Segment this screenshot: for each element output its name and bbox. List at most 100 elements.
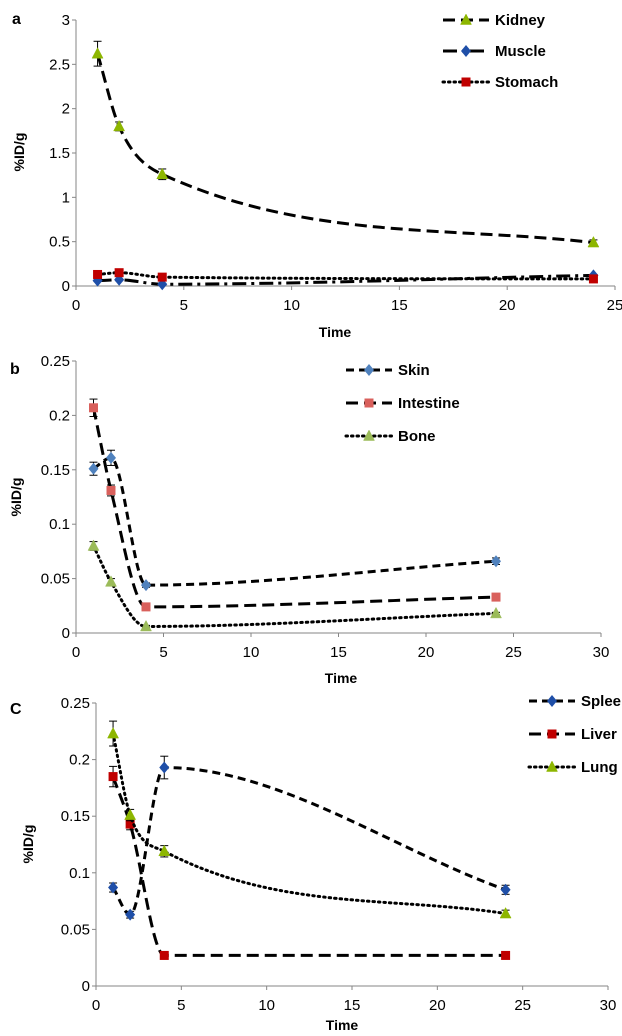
y-tick-label: 0 [62,625,70,642]
y-axis-label: %ID/g [8,478,24,517]
y-tick-label: 2 [62,101,70,118]
stomach-line [96,271,595,281]
legend-marker [364,364,374,376]
chart-panel-c: 0 0.05 0.1 0.15 0.2 0.25 0 5 10 15 20 25 30 Time %ID/g… [10,693,622,1033]
y-tick-label: 0.15 [61,808,90,825]
x-tick-label: 20 [429,997,446,1014]
stomach-point [588,274,598,284]
legend-marker [364,398,374,408]
x-tick-label: 15 [344,997,361,1014]
stomach-point [93,269,103,279]
x-tick-label: 10 [283,297,300,314]
spleen-point [125,908,136,921]
legend-label: Stomach [495,74,558,91]
panel-letter: C [10,701,22,718]
lung-point [499,907,512,919]
x-axis-label: Time [319,324,352,340]
x-tick-label: 30 [600,997,617,1014]
liver-point [159,950,169,960]
spleen-point [159,761,170,774]
x-tick-label: 0 [92,997,100,1014]
x-tick-label: 5 [159,644,167,661]
bone-point [105,575,117,587]
bone-point [87,539,100,551]
x-tick-label: 15 [330,644,347,661]
y-axis-label: %ID/g [11,133,27,172]
x-tick-label: 30 [593,644,610,661]
liver-point [125,819,135,829]
panel-letter: b [10,361,20,378]
series-lung [107,720,512,919]
x-tick-label: 5 [180,297,188,314]
y-tick-label: 0.25 [61,695,90,712]
skin-point [491,555,501,568]
x-axis-label: Time [326,1017,359,1033]
legend-label: Bone [398,428,436,445]
x-tick-label: 10 [258,997,275,1014]
kidney-line [96,53,594,245]
skin-point [88,462,99,475]
y-tick-label: 0.1 [49,516,70,533]
y-tick-label: 0.2 [49,407,70,424]
y-axis-label: %ID/g [20,825,36,864]
kidney-point [91,47,104,59]
series-stomach [93,268,598,284]
legend-label: Skin [398,362,430,379]
kidney-point [113,119,126,132]
y-tick-label: 2.5 [49,56,70,73]
legend: Kidney Muscle Stomach [441,12,558,91]
lung-line [111,732,508,916]
series-liver [108,765,511,960]
stomach-point [114,268,124,278]
legend-marker [547,695,557,707]
bone-point [140,619,152,632]
chart-panel-b: 0 0.05 0.1 0.15 0.2 0.25 0 5 10 15 20 25 30 Time %ID/g… [8,353,609,686]
x-tick-label: 25 [514,997,531,1014]
y-tick-label: 1 [62,189,70,206]
panel-letter: a [12,11,21,28]
legend-marker [460,13,472,25]
muscle-line [97,273,594,286]
x-tick-label: 25 [505,644,522,661]
y-tick-label: 0.05 [41,571,70,588]
chart-panel-a: 0 0.5 1 1.5 2 2.5 3 0 5 10 15 20 25 Time %ID/g a Kidney M… [11,11,622,340]
legend-label: Intestine [398,395,460,412]
lung-point [158,844,171,857]
legend-marker [546,760,558,772]
series-intestine [89,398,501,612]
x-tick-label: 20 [418,644,435,661]
legend-label: Lung [581,759,618,776]
legend-label: Spleen [581,693,622,710]
series-kidney [91,40,600,248]
lung-point [107,727,119,739]
intestine-point [141,602,151,612]
x-tick-label: 10 [243,644,260,661]
intestine-point [106,485,116,495]
series-skin [88,449,501,592]
y-tick-label: 0.1 [69,865,90,882]
legend: Spleen Liver Lung [527,693,622,776]
legend: Skin Intestine Bone [344,362,460,445]
spleen-point [500,883,511,896]
spleen-line [111,766,507,917]
kidney-point [156,167,169,180]
x-axis-label: Time [325,670,358,686]
legend-label: Liver [581,726,617,743]
legend-marker [461,45,471,57]
legend-marker [461,77,471,87]
bone-point [490,606,502,619]
y-tick-label: 0.05 [61,921,90,938]
stomach-point [157,272,167,282]
x-tick-label: 5 [177,997,185,1014]
y-tick-label: 3 [62,12,70,29]
intestine-point [89,403,98,413]
y-tick-label: 0.25 [41,353,70,370]
series-bone [87,539,502,632]
x-tick-label: 0 [72,644,80,661]
spleen-point [108,881,119,894]
legend-label: Muscle [495,43,546,60]
skin-point [106,451,116,464]
y-tick-label: 0.15 [41,462,70,479]
series-spleen [108,755,511,921]
